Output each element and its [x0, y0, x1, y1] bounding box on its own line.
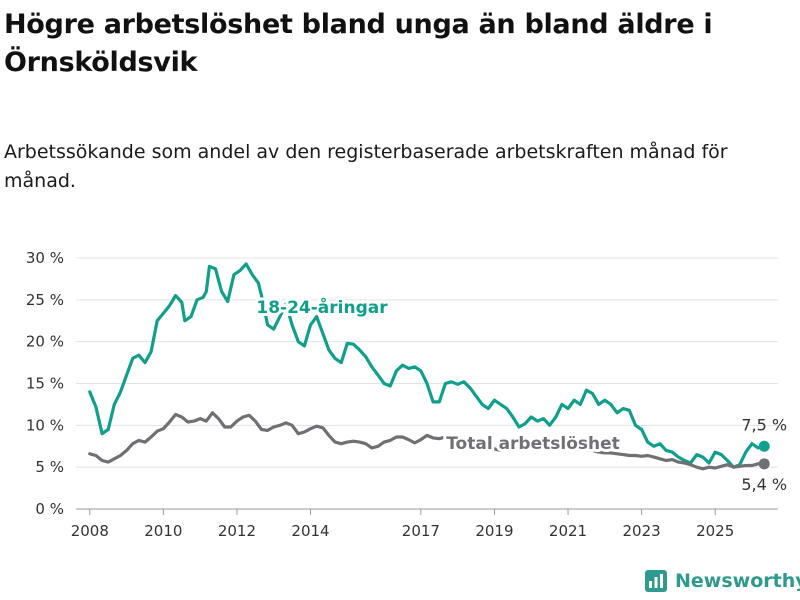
y-tick-label: 5 %	[35, 458, 64, 476]
x-tick-label: 2019	[475, 522, 513, 540]
y-tick-label: 25 %	[26, 291, 64, 309]
bar-chart-logo-icon	[645, 570, 667, 592]
series-end-label: 7,5 %	[741, 415, 787, 434]
x-tick-label: 2023	[623, 522, 661, 540]
series-name-label: Total arbetslöshet	[446, 434, 620, 454]
y-tick-label: 10 %	[26, 416, 64, 434]
y-tick-label: 0 %	[35, 500, 64, 518]
series-line	[88, 262, 766, 469]
series-name-label: 18-24-åringar	[256, 296, 388, 318]
x-tick-label: 2017	[402, 522, 440, 540]
series-line	[88, 411, 766, 471]
chart-title: Högre arbetslöshet bland unga än bland ä…	[4, 9, 713, 78]
x-tick-label: 2008	[71, 522, 109, 540]
brand-name: Newsworthy	[675, 570, 800, 592]
x-tick-label: 2025	[696, 522, 734, 540]
x-tick-label: 2014	[291, 522, 329, 540]
y-tick-label: 15 %	[26, 375, 64, 393]
series-end-point	[758, 440, 770, 452]
y-tick-label: 20 %	[26, 333, 64, 351]
x-tick-label: 2012	[218, 522, 256, 540]
chart-subtitle: Arbetssökande som andel av den registerb…	[4, 141, 728, 192]
x-tick-label: 2010	[144, 522, 182, 540]
newsworthy-logo[interactable]: Newsworthy	[645, 570, 800, 592]
x-tick-label: 2021	[549, 522, 587, 540]
series-end-point	[758, 458, 770, 470]
y-tick-label: 30 %	[26, 249, 64, 267]
series-end-label: 5,4 %	[741, 475, 787, 494]
